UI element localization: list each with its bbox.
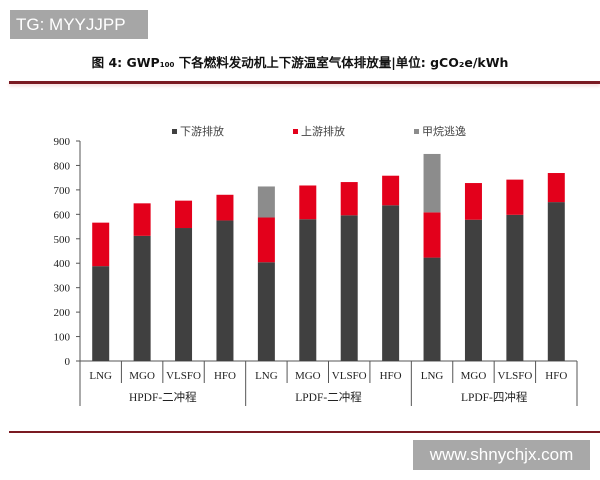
- x-group-label: HPDF-二冲程: [129, 390, 197, 404]
- top-divider: [9, 81, 600, 84]
- legend-swatch: [414, 129, 419, 134]
- x-category-label: HFO: [214, 370, 236, 382]
- bar-segment: [382, 205, 400, 361]
- bar-segment: [423, 212, 441, 258]
- x-category-label: VLSFO: [166, 370, 201, 382]
- x-category-label: HFO: [545, 370, 567, 382]
- y-tick-label: 0: [65, 356, 71, 368]
- x-category-label: MGO: [295, 370, 321, 382]
- title-suffix: 下各燃料发动机上下游温室气体排放量|单位: gCO₂e/kWh: [174, 55, 509, 70]
- y-tick-label: 400: [54, 258, 71, 270]
- x-category-label: VLSFO: [332, 370, 367, 382]
- bar-segment: [92, 222, 110, 267]
- legend-swatch: [172, 129, 177, 134]
- bar-segment: [299, 219, 317, 361]
- x-category-label: MGO: [129, 370, 155, 382]
- x-category-label: LNG: [255, 370, 278, 382]
- x-category-label: LNG: [89, 370, 112, 382]
- bar-segment: [133, 203, 151, 236]
- bar-segment: [464, 183, 482, 220]
- bar-segment: [133, 235, 151, 361]
- y-tick-label: 700: [54, 185, 71, 197]
- bar-segment: [92, 266, 110, 361]
- bar-segment: [257, 186, 275, 218]
- y-tick-label: 200: [54, 307, 71, 319]
- bar-segment: [506, 214, 524, 361]
- bar-segment: [423, 153, 441, 213]
- y-tick-label: 900: [54, 136, 71, 148]
- y-tick-label: 300: [54, 283, 71, 295]
- chart-title: 图 4: GWP100 下各燃料发动机上下游温室气体排放量|单位: gCO₂e/…: [0, 52, 600, 71]
- x-category-label: MGO: [461, 370, 487, 382]
- x-category-label: LNG: [421, 370, 444, 382]
- x-group-label: LPDF-四冲程: [461, 390, 528, 404]
- y-tick-label: 500: [54, 234, 71, 246]
- bar-segment: [257, 262, 275, 361]
- x-group-label: LPDF-二冲程: [295, 390, 362, 404]
- y-tick-label: 800: [54, 160, 71, 172]
- bar-segment: [506, 179, 524, 215]
- bar-segment: [340, 215, 358, 361]
- legend-swatch: [293, 129, 298, 134]
- x-category-label: VLSFO: [497, 370, 532, 382]
- y-tick-label: 600: [54, 209, 71, 221]
- bar-segment: [175, 228, 193, 361]
- bar-segment: [423, 257, 441, 361]
- bar-segment: [382, 175, 400, 206]
- bottom-divider: [9, 431, 600, 433]
- stacked-bar-chart: 0 100 200 300 400 500 600 700 800 900 LNG MGO VLSFO H…: [54, 124, 578, 406]
- legend-label: 下游排放: [180, 124, 224, 138]
- legend-label: 甲烷逃逸: [422, 124, 466, 138]
- bar-segment: [216, 194, 234, 221]
- bar-segment: [216, 220, 234, 361]
- bar-segment: [175, 200, 193, 229]
- bar-segment: [299, 185, 317, 220]
- watermark-badge-top: TG: MYYJJPP: [10, 10, 148, 39]
- legend-label: 上游排放: [301, 124, 345, 138]
- y-tick-label: 100: [54, 332, 71, 344]
- title-subscript: 100: [159, 61, 175, 69]
- bar-segment: [547, 202, 565, 361]
- bar-segment: [340, 182, 358, 216]
- x-category-label: HFO: [380, 370, 402, 382]
- watermark-badge-bottom: www.shnychjx.com: [413, 440, 590, 470]
- bar-segment: [464, 219, 482, 361]
- title-prefix: 图 4: GWP: [91, 55, 160, 70]
- bar-segment: [257, 217, 275, 263]
- bar-segment: [547, 173, 565, 203]
